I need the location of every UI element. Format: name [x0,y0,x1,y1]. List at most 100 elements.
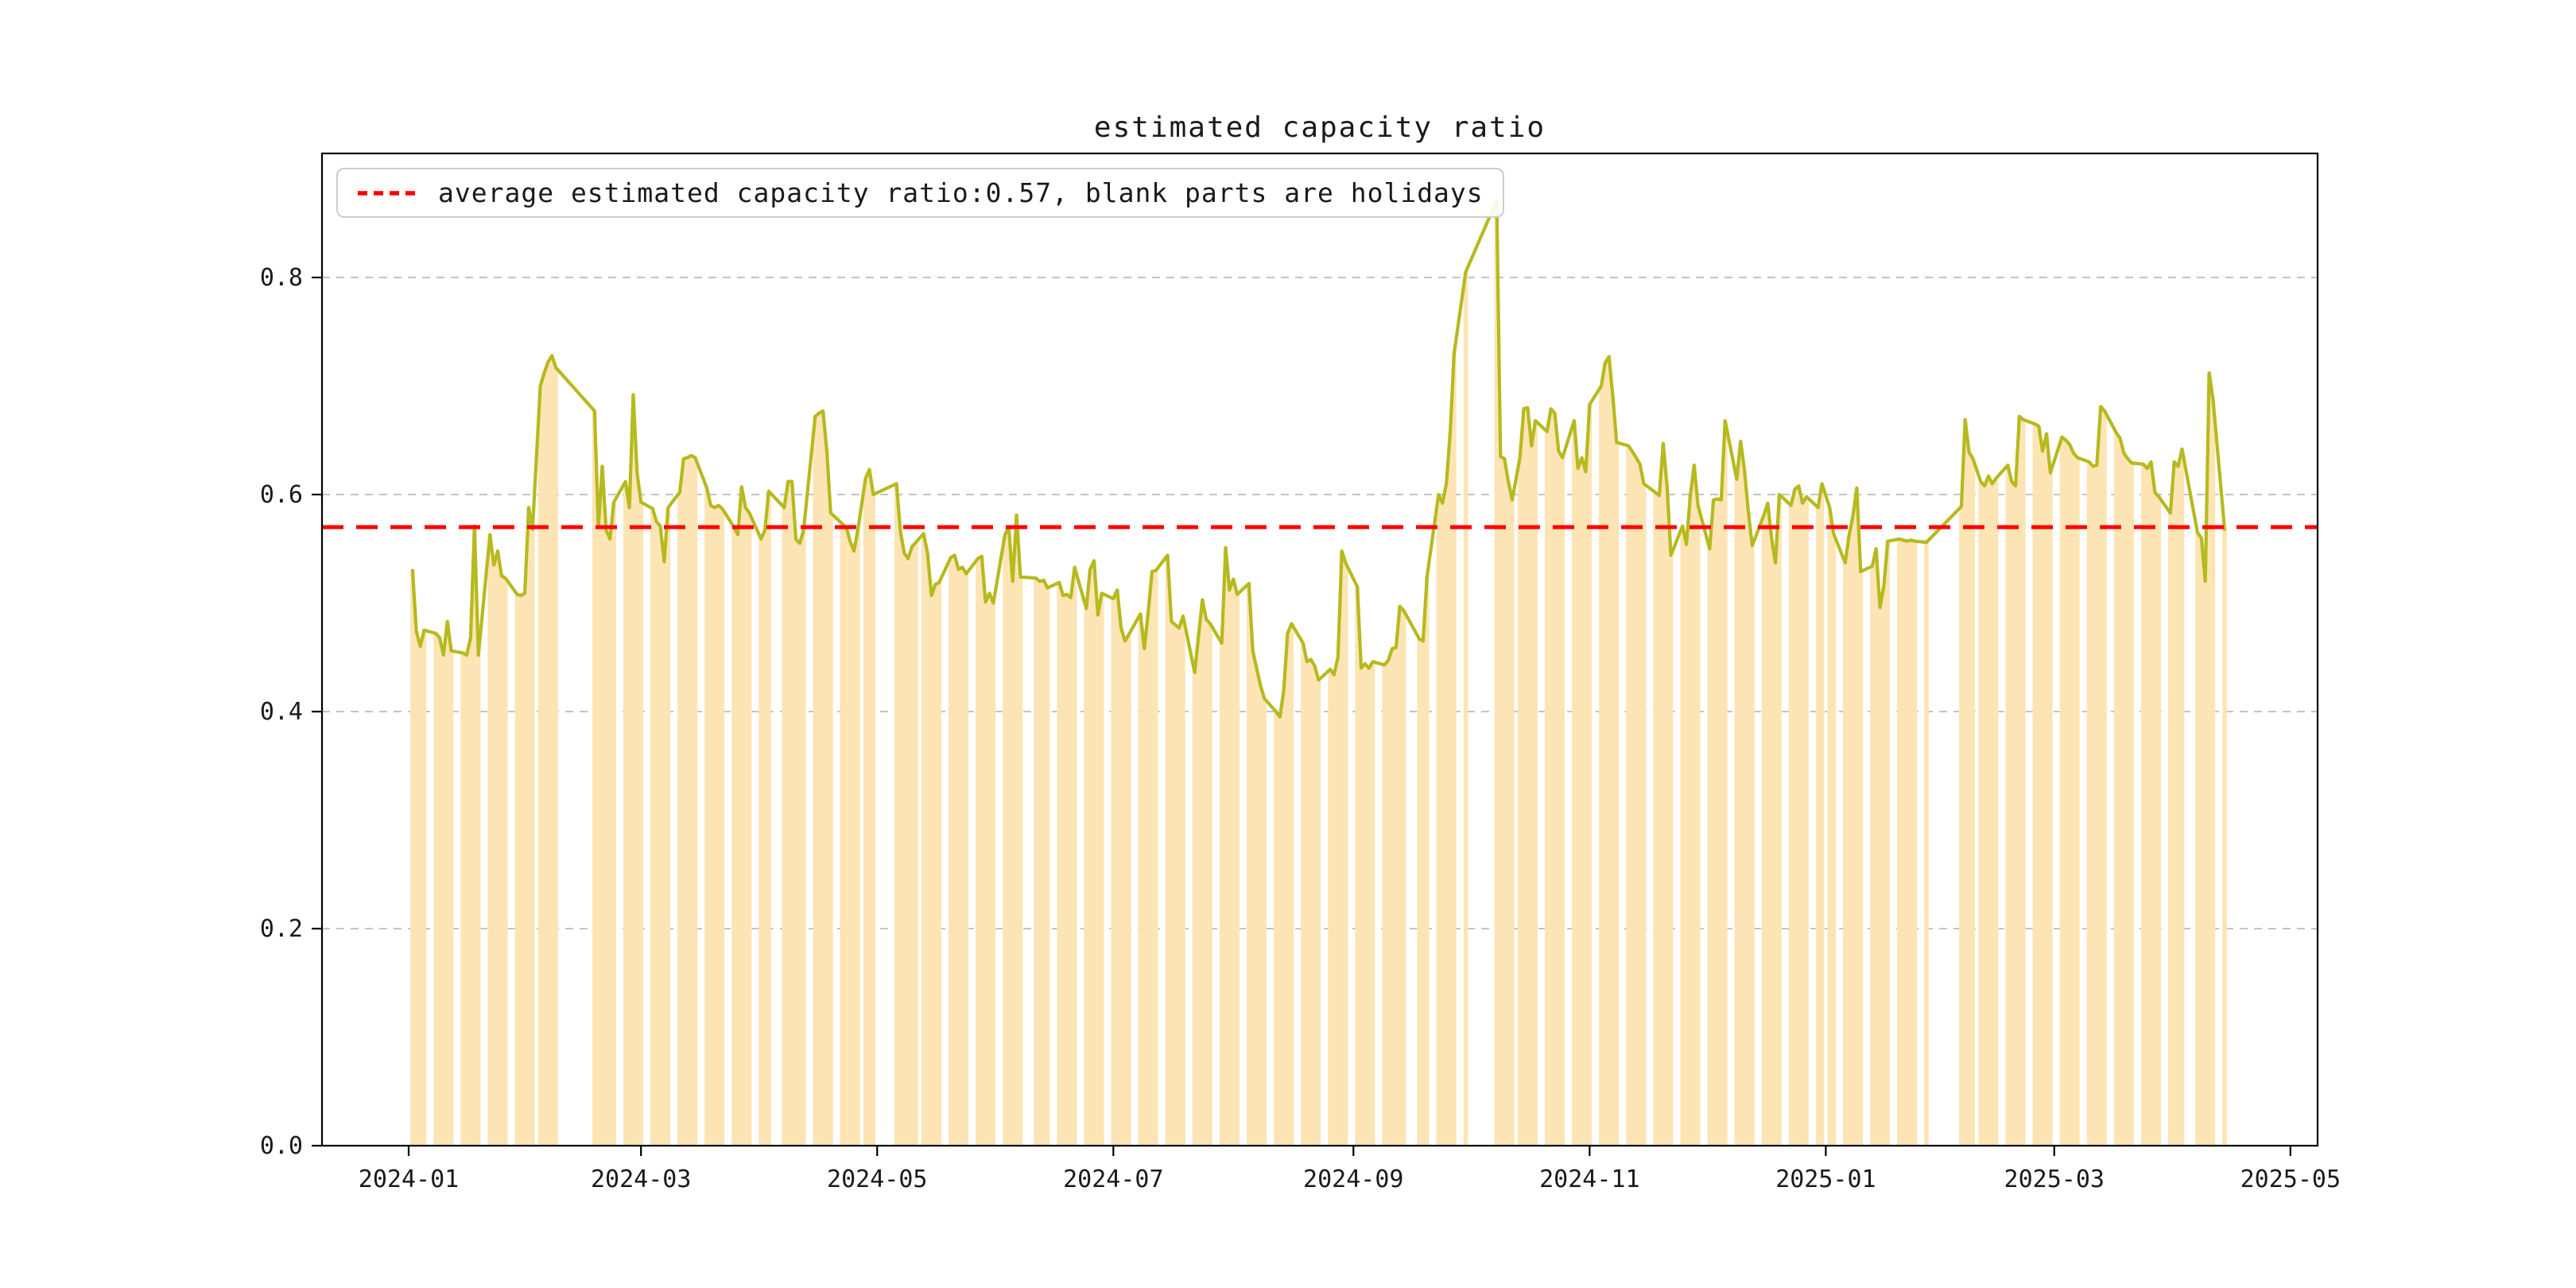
workday-bar [1223,547,1228,1146]
workday-bar [2005,465,2011,1146]
workday-bar [630,394,636,1146]
workday-bar [1653,492,1658,1146]
workday-bar [2048,472,2053,1146]
workday-bar [1258,685,1263,1146]
workday-bar [1165,555,1170,1146]
legend: average estimated capacity ratio:0.57, b… [336,168,1504,218]
workday-bar [1993,478,1999,1146]
workday-bar [502,578,508,1146]
workday-bar [979,556,984,1146]
workday-bar [1274,712,1278,1146]
workday-bar [1510,499,1515,1146]
workday-bar [1986,475,1991,1146]
workday-bar [1285,633,1290,1146]
workday-bar [681,458,686,1146]
workday-bar [421,630,427,1146]
workday-bar [952,555,957,1146]
workday-bar [2098,406,2103,1146]
workday-bar [1142,648,1147,1146]
workday-bar [1901,540,1906,1146]
y-tick-label: 0.8 [260,264,303,292]
workday-bar [2020,419,2026,1146]
workday-bar [1227,590,1232,1146]
workday-bar [553,367,558,1146]
workday-bar [410,570,415,1146]
workday-bar [793,538,798,1146]
workday-bar [1394,647,1399,1146]
workday-bar [1308,659,1313,1146]
workday-bar [471,526,477,1146]
workday-bar [1959,506,1964,1146]
workday-bar [518,595,524,1146]
workday-bar [1742,470,1747,1146]
workday-bar [1827,507,1833,1146]
workday-bar [1111,599,1116,1146]
workday-bar [1092,561,1096,1146]
workday-bar [1664,487,1670,1146]
workday-bar [1281,691,1286,1146]
workday-bar [1692,465,1697,1146]
workday-bar [2090,466,2096,1146]
workday-bar [2152,492,2158,1146]
workday-bar [1138,614,1143,1146]
workday-bar [867,469,872,1146]
workday-bar [2148,462,2154,1146]
workday-bar [603,530,609,1146]
workday-bar [735,534,740,1146]
workday-bar [1096,615,1100,1146]
workday-bar [530,529,535,1146]
workday-bar [758,538,763,1146]
workday-bar [2102,410,2107,1146]
workday-bar [1065,594,1069,1146]
workday-bar [1548,409,1554,1146]
workday-bar [1007,526,1011,1146]
workday-bar [1359,668,1364,1146]
workday-bar [2009,481,2014,1146]
workday-bar [956,569,961,1146]
workday-bar [413,630,419,1146]
workday-bar [1452,353,1457,1146]
workday-bar [1870,566,1875,1146]
workday-bar [1343,562,1348,1146]
workday-bar [2059,436,2065,1146]
workday-bar [786,481,791,1146]
workday-bar [906,558,911,1146]
workday-bar [1529,445,1534,1146]
workday-bar [499,576,504,1146]
x-tick-label: 2024-09 [1303,1166,1403,1193]
workday-bar [650,508,655,1146]
workday-bar [1800,502,1806,1146]
workday-bar [782,507,787,1146]
workday-bar [1552,413,1558,1146]
workday-bar [1045,588,1050,1146]
workday-bar [1099,593,1104,1146]
legend-label: average estimated capacity ratio:0.57, b… [438,177,1484,208]
workday-bar [766,491,771,1146]
workday-bar [1633,457,1639,1146]
workday-bar [1506,481,1511,1146]
workday-bar [1436,495,1441,1146]
workday-bar [712,507,717,1146]
workday-bar [2210,398,2216,1146]
workday-bar [1254,668,1259,1146]
workday-bar [1068,597,1073,1146]
workday-bar [661,561,667,1146]
workday-bar [852,550,856,1146]
workday-bar [914,542,918,1146]
workday-bar [1057,582,1061,1146]
workday-bar [1363,663,1368,1146]
workday-bar [1339,550,1344,1146]
workday-bar [2044,433,2049,1146]
workday-bar [1560,457,1565,1146]
workday-bar [2168,513,2173,1146]
workday-bar [677,492,682,1146]
x-tick-label: 2025-01 [1775,1166,1876,1193]
workday-bar [1127,634,1131,1146]
workday-bar [1246,583,1251,1146]
workday-bar [1250,650,1255,1146]
workday-bar [1661,443,1666,1146]
x-tick-label: 2024-11 [1539,1166,1639,1193]
workday-bar [1850,516,1856,1146]
workday-bar [1877,607,1883,1146]
